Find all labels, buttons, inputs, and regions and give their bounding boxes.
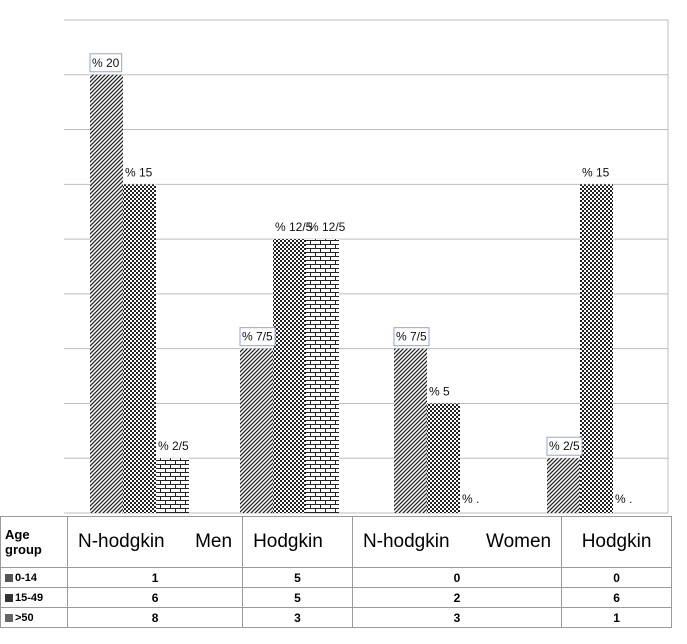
legend-swatch-15-49 — [5, 593, 13, 602]
data-labels: % 20 % 7/5 % 7/5 % 2/5 % 15 % 12/5 % 5 % 15 % 2/… — [89, 53, 632, 506]
count-cell: 0 — [351, 567, 563, 588]
legend-15-49: 15-49 — [0, 587, 68, 608]
count-cell: 0 — [561, 567, 672, 588]
header-women-nhodgkin: N-hodgkin — [362, 531, 450, 552]
count-cell: 3 — [242, 607, 353, 628]
legend-swatch-0-14 — [5, 573, 13, 582]
count-cell: 6 — [66, 587, 244, 608]
header-women-cell: N-hodgkin Women — [351, 516, 563, 568]
data-label: % 20 — [92, 56, 120, 70]
data-label: % 12/5 — [308, 220, 346, 234]
data-label: % . — [462, 492, 479, 506]
bar-50-1 — [306, 239, 339, 513]
count-cell: 6 — [561, 587, 672, 608]
bar-014-2 — [394, 348, 427, 513]
legend-over-50: >50 — [0, 607, 68, 628]
count-cell: 3 — [351, 607, 563, 628]
legend-0-14: 0-14 — [0, 567, 68, 588]
legend-swatch-over-50 — [5, 613, 13, 622]
data-label-box — [239, 327, 276, 347]
table-row: 15-49 6 5 2 6 — [0, 587, 672, 608]
header-men-cell: N-hodgkin Men — [66, 516, 244, 568]
data-label: % 12/5 — [275, 220, 313, 234]
data-label: % 7/5 — [396, 330, 427, 344]
header-women-hodgkin: Hodgkin — [581, 531, 652, 552]
data-label-box — [393, 327, 430, 347]
data-label: % 7/5 — [242, 330, 273, 344]
bars — [90, 74, 613, 514]
row-header-age-group: Age group — [0, 516, 68, 568]
data-label: % 2/5 — [549, 439, 580, 453]
bar-014-3 — [547, 458, 580, 513]
data-table: Age group N-hodgkin Men Hodgkin N-hodgki… — [0, 516, 672, 628]
count-cell: 1 — [561, 607, 672, 628]
data-label: % 15 — [125, 165, 153, 179]
table-row: >50 8 3 3 1 — [0, 607, 672, 628]
table-row: 0-14 1 5 0 0 — [0, 567, 672, 588]
header-men-hodgkin: Hodgkin — [253, 531, 323, 552]
bar-1549-3 — [580, 184, 613, 514]
bar-50-0 — [156, 458, 189, 513]
data-label: % 15 — [582, 165, 610, 179]
count-cell: 5 — [242, 587, 353, 608]
count-cell: 1 — [66, 567, 244, 588]
data-label: % . — [615, 492, 632, 506]
data-label-box — [546, 436, 583, 456]
bar-014-0 — [90, 74, 123, 514]
header-men-label: Men — [195, 531, 233, 552]
data-label-box — [89, 53, 123, 73]
bar-1549-2 — [427, 403, 460, 513]
count-cell: 2 — [351, 587, 563, 608]
header-women-hodgkin-cell: Hodgkin — [561, 516, 672, 568]
count-cell: 5 — [242, 567, 353, 588]
header-men-hodgkin-cell: Hodgkin — [242, 516, 353, 568]
bar-1549-1 — [273, 239, 306, 513]
data-label: % 5 — [429, 384, 450, 398]
data-label: % 2/5 — [158, 439, 189, 453]
table-header-row: Age group N-hodgkin Men Hodgkin N-hodgki… — [0, 516, 672, 568]
bar-014-1 — [240, 348, 273, 513]
bar-1549-0 — [123, 184, 156, 514]
header-men-nhodgkin: N-hodgkin — [78, 531, 165, 552]
count-cell: 8 — [66, 607, 244, 628]
header-women-label: Women — [485, 531, 552, 552]
bar-chart: % 20 % 7/5 % 7/5 % 2/5 % 15 % 12/5 % 5 % 15 % 2/… — [64, 19, 669, 514]
